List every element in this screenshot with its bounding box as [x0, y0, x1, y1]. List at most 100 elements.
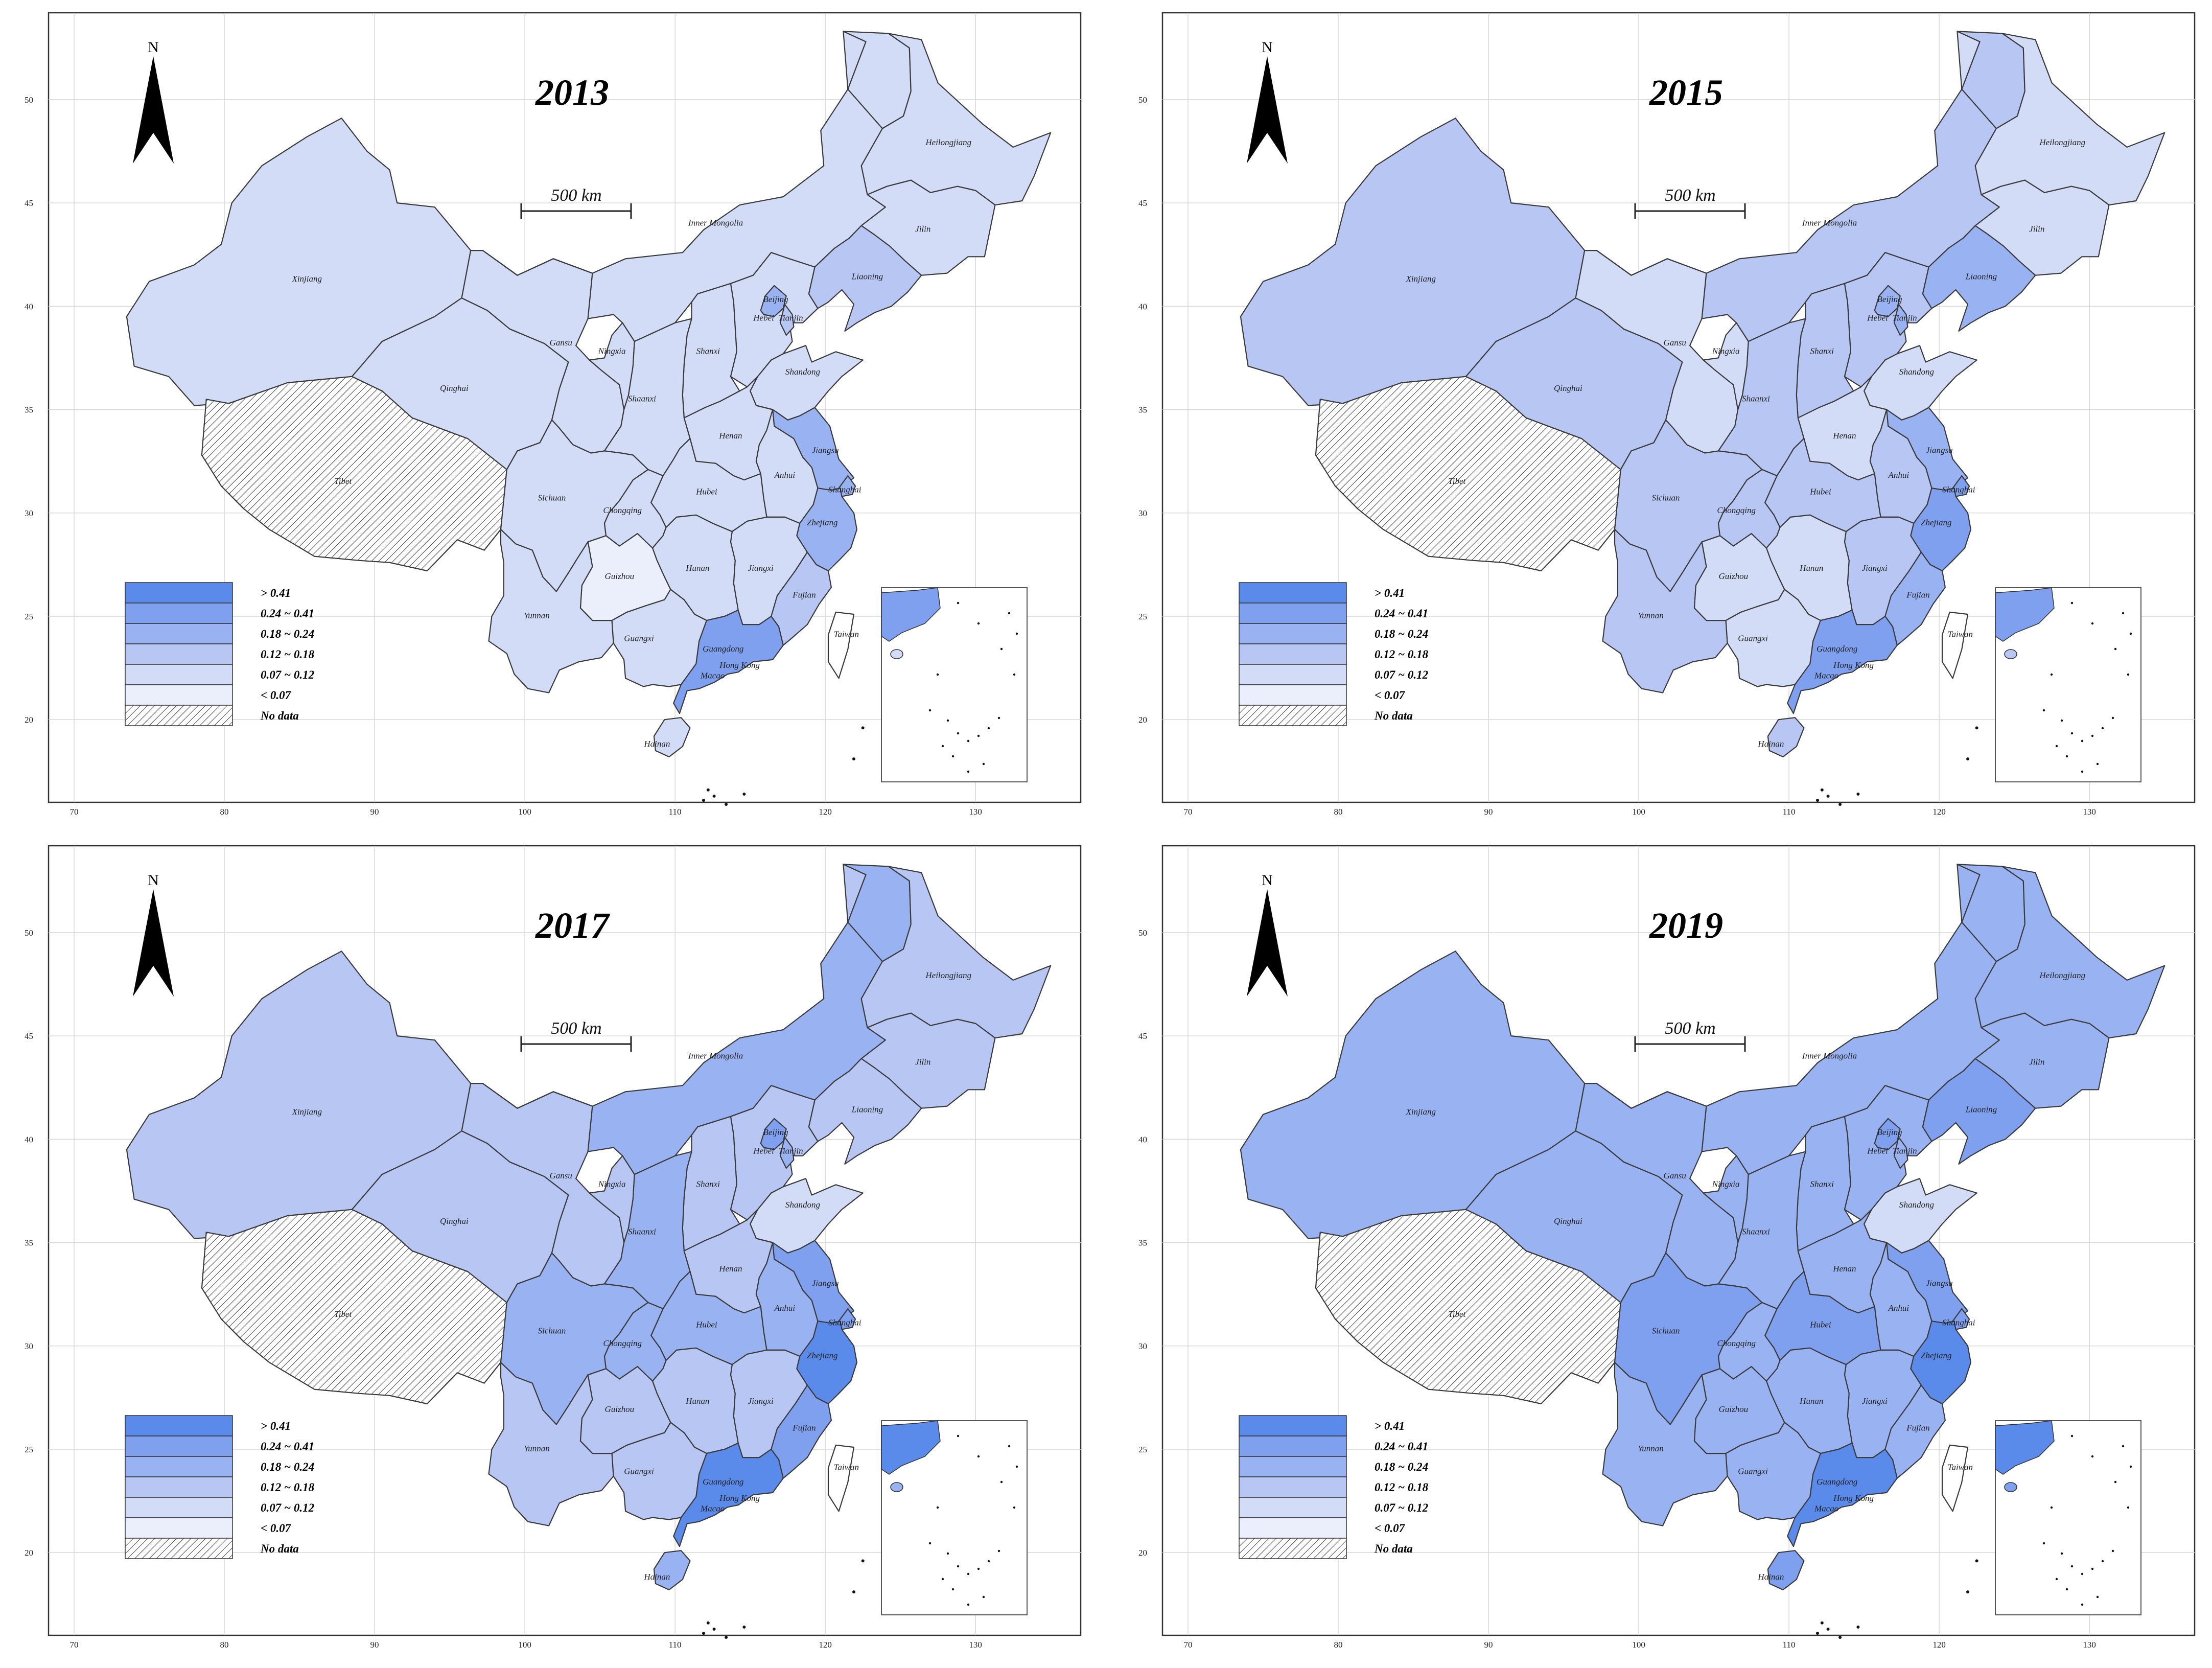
legend-label: 0.07 ~ 0.12 — [1375, 668, 1428, 681]
inset-island — [2129, 1465, 2132, 1468]
province-tianjin[interactable] — [1893, 304, 1908, 336]
y-tick-label: 50 — [1138, 928, 1147, 938]
x-tick-label: 100 — [518, 807, 531, 817]
label-jiangsu: Jiangsu — [1926, 1278, 1953, 1288]
label-hebei: Hebei — [1867, 313, 1888, 323]
province-tianjin[interactable] — [1893, 1137, 1908, 1169]
y-tick-label: 25 — [1138, 612, 1147, 621]
map-svg: 70 80 90 100 110 120 130 20 25 30 35 40 45 50 Xinjiang… — [25, 845, 1082, 1650]
north-arrow-left — [133, 889, 153, 997]
inset-island — [946, 1552, 949, 1555]
label-hainan: Hainan — [1757, 739, 1784, 749]
island-dot — [852, 757, 856, 761]
provinces — [1240, 864, 2166, 1591]
label-jilin: Jilin — [915, 224, 930, 234]
inset-island — [2060, 719, 2063, 722]
island-dot — [1838, 803, 1842, 806]
map-panel-2013: 70 80 90 100 110 120 130 20 25 30 35 40 45 50 Xinjiang… — [0, 0, 1082, 817]
label-beijing: Beijing — [1877, 1127, 1902, 1137]
province-beijing[interactable] — [1874, 1118, 1901, 1150]
label-jilin: Jilin — [915, 1057, 930, 1067]
province-beijing[interactable] — [760, 285, 787, 317]
label-taiwan: Taiwan — [1948, 629, 1973, 639]
label-guizhou: Guizhou — [1719, 1404, 1749, 1414]
province-liaoning[interactable] — [1922, 1058, 2036, 1165]
legend-swatch — [1239, 1435, 1347, 1457]
inset-island — [1000, 1480, 1003, 1484]
label-tibet: Tibet — [1448, 1309, 1466, 1319]
y-tick-label: 20 — [1138, 1548, 1147, 1558]
province-tianjin[interactable] — [779, 304, 795, 336]
label-shanghai: Shanghai — [1942, 484, 1975, 494]
label-henan: Henan — [718, 431, 742, 441]
province-hainan[interactable] — [653, 1550, 691, 1591]
inset-island — [982, 1595, 985, 1598]
label-shanxi: Shanxi — [1810, 346, 1834, 356]
x-tick-label: 130 — [969, 807, 982, 817]
label-guizhou: Guizhou — [605, 1404, 635, 1414]
label-henan: Henan — [1832, 1264, 1856, 1273]
label-zhejiang: Zhejiang — [1921, 518, 1951, 527]
legend-label: 0.12 ~ 0.18 — [1375, 1481, 1429, 1494]
label-liaoning: Liaoning — [851, 1105, 883, 1115]
legend-swatch — [1239, 1415, 1347, 1437]
label-chongqing: Chongqing — [1717, 1338, 1756, 1348]
legend-swatch — [1239, 705, 1347, 726]
x-tick-label: 80 — [1334, 807, 1343, 817]
label-xinjiang: Xinjiang — [291, 274, 322, 284]
north-label: N — [148, 872, 159, 889]
island-dot — [1826, 1627, 1830, 1631]
label-taiwan: Taiwan — [1948, 1462, 1973, 1472]
label-tianjin: Tianjin — [1892, 1146, 1917, 1156]
legend-label: 0.07 ~ 0.12 — [261, 1501, 314, 1514]
label-shanxi: Shanxi — [696, 346, 720, 356]
island-dot — [1966, 757, 1970, 761]
label-hebei: Hebei — [1867, 1146, 1888, 1156]
inset-island — [2055, 1578, 2058, 1581]
label-qinghai: Qinghai — [1554, 383, 1582, 393]
province-guangdong[interactable] — [1787, 1442, 1898, 1547]
legend-swatch — [125, 664, 233, 685]
map-svg: 70 80 90 100 110 120 130 20 25 30 35 40 45 50 Xinjiang… — [25, 12, 1082, 817]
province-guangdong[interactable] — [1787, 609, 1898, 714]
province-taiwan[interactable] — [1941, 611, 1969, 679]
legend-label: 0.24 ~ 0.41 — [1375, 607, 1428, 620]
island-dot — [742, 1625, 746, 1629]
province-taiwan[interactable] — [827, 1444, 855, 1512]
inset-island — [2050, 673, 2053, 676]
province-hainan[interactable] — [1767, 1550, 1805, 1591]
label-qinghai: Qinghai — [440, 383, 469, 393]
label-jiangsu: Jiangsu — [1926, 445, 1953, 455]
map-title-year: 2017 — [535, 905, 611, 946]
label-xinjiang: Xinjiang — [1405, 1107, 1436, 1117]
label-fujian: Fujian — [792, 590, 816, 600]
legend-swatch — [1239, 623, 1347, 644]
province-hainan[interactable] — [1767, 717, 1805, 758]
map-svg: 70 80 90 100 110 120 130 20 25 30 35 40 45 50 Xinjiang… — [1138, 12, 2196, 817]
inset-island — [1013, 673, 1016, 676]
y-tick-label: 35 — [25, 405, 33, 415]
islands — [1815, 1559, 1978, 1639]
label-hong-kong: Hong Kong — [719, 660, 760, 670]
province-tianjin[interactable] — [779, 1137, 795, 1169]
province-liaoning[interactable] — [808, 225, 922, 332]
island-dot — [861, 726, 865, 730]
legend-label: > 0.41 — [1375, 1420, 1405, 1432]
x-tick-label: 110 — [669, 1640, 682, 1650]
province-hainan[interactable] — [653, 717, 691, 758]
province-guangdong[interactable] — [673, 1442, 784, 1547]
north-arrow-icon — [1247, 889, 1288, 997]
province-taiwan[interactable] — [1941, 1444, 1969, 1512]
label-guangxi: Guangxi — [624, 1467, 654, 1476]
province-liaoning[interactable] — [808, 1058, 922, 1165]
label-shanxi: Shanxi — [696, 1179, 720, 1189]
province-beijing[interactable] — [760, 1118, 787, 1150]
province-taiwan[interactable] — [827, 611, 855, 679]
province-liaoning[interactable] — [1922, 225, 2036, 332]
province-guangdong[interactable] — [673, 609, 784, 714]
inset-island — [936, 673, 939, 676]
province-beijing[interactable] — [1874, 285, 1901, 317]
province-labels: Xinjiang Tibet Qinghai Gansu Inner Mongolia H… — [1405, 970, 2085, 1582]
scale-bar-label: 500 km — [551, 186, 601, 205]
y-tick-label: 25 — [25, 612, 33, 621]
